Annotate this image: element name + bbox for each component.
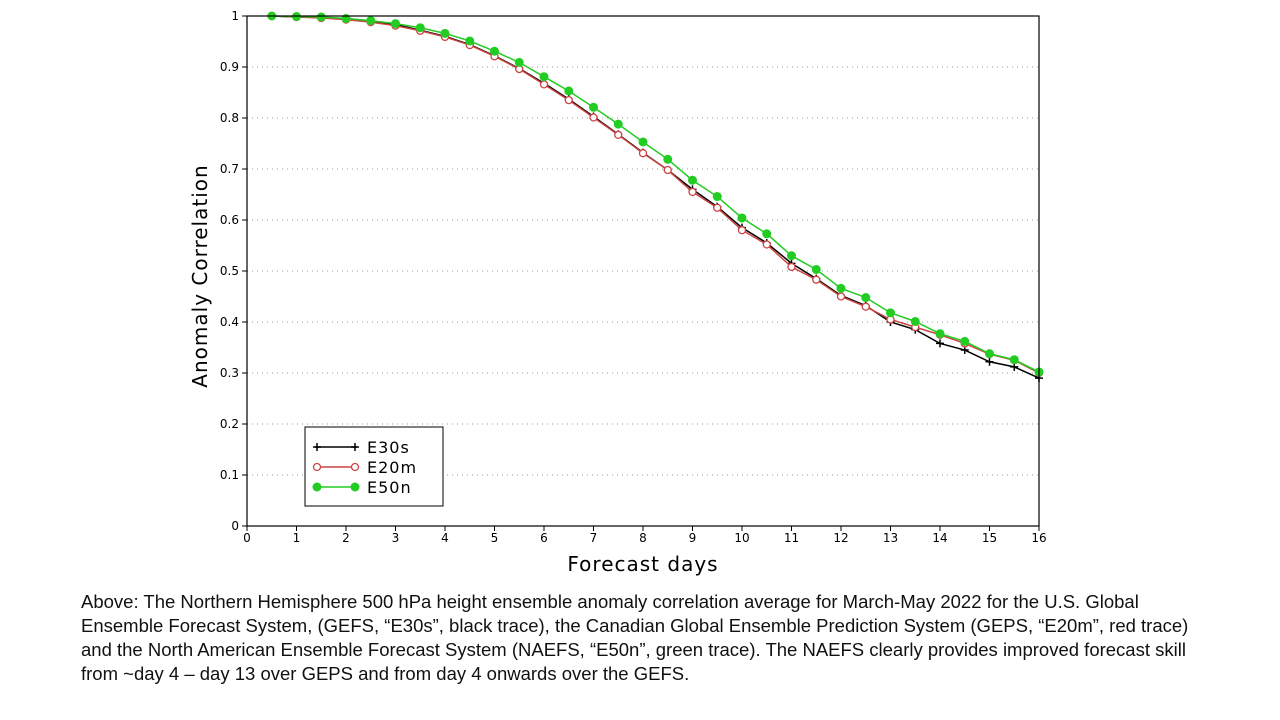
y-tick-label: 0.7 [220, 162, 239, 176]
x-tick-label: 7 [590, 531, 598, 545]
data-point [861, 293, 871, 303]
x-tick-label: 6 [540, 531, 548, 545]
data-point [787, 262, 796, 272]
x-tick-label: 12 [833, 531, 848, 545]
data-point [514, 57, 524, 67]
y-tick-label: 0.2 [220, 417, 239, 431]
data-point [762, 229, 772, 239]
data-point [312, 482, 322, 492]
data-point [886, 308, 895, 318]
series-line [271, 15, 1040, 379]
series-e20m [267, 11, 1044, 378]
data-point [663, 165, 672, 175]
series-line [271, 15, 1040, 374]
data-point [350, 482, 360, 492]
data-point [985, 349, 994, 359]
x-tick-label: 4 [441, 531, 449, 545]
x-tick-label: 0 [243, 531, 251, 545]
y-tick-label: 0.6 [220, 213, 239, 227]
data-point [812, 275, 821, 284]
data-point [638, 137, 648, 147]
data-point [712, 192, 722, 202]
data-point [638, 149, 648, 158]
anomaly-correlation-chart: 00.10.20.30.40.50.60.70.80.910 1 2 3 4 5 6 7 8 9 1… [188, 9, 1047, 576]
x-tick-label: 8 [639, 531, 647, 545]
y-tick-label: 0.4 [220, 315, 239, 329]
x-tick-label: 5 [491, 531, 499, 545]
legend-label: E20m [367, 458, 417, 477]
x-axis-label: Forecast days [567, 552, 718, 576]
data-point [415, 23, 425, 33]
data-point [539, 72, 549, 82]
x-tick-label: 3 [392, 531, 400, 545]
axis-ticks: 00.10.20.30.40.50.60.70.80.910 1 2 3 4 5 6 7 8 9 1… [220, 9, 1047, 545]
series-line [271, 15, 1040, 373]
data-point [316, 12, 326, 22]
x-tick-label: 9 [689, 531, 697, 545]
data-point [614, 130, 623, 139]
data-point [935, 329, 945, 339]
data-point [836, 283, 846, 293]
data-point [737, 226, 747, 235]
data-point [490, 46, 499, 56]
x-tick-label: 2 [342, 531, 350, 545]
legend-item-e30s: E30s [313, 438, 410, 457]
data-point [613, 119, 623, 129]
x-tick-label: 10 [734, 531, 749, 545]
data-point [960, 336, 970, 346]
legend-label: E30s [367, 438, 410, 457]
data-point [910, 316, 920, 326]
legend-item-e20m: E20m [312, 458, 417, 477]
data-point [688, 187, 697, 197]
y-tick-label: 1 [231, 9, 239, 23]
data-point [366, 16, 376, 26]
data-point [564, 96, 573, 105]
data-point [465, 36, 475, 46]
x-tick-label: 1 [293, 531, 301, 545]
data-point [391, 19, 400, 29]
data-point [312, 462, 322, 472]
data-point [564, 86, 574, 96]
data-point [713, 203, 722, 212]
data-point [1009, 355, 1019, 365]
data-point [936, 339, 944, 348]
legend-label: E50n [367, 478, 412, 497]
grid-lines [247, 66, 1039, 476]
x-tick-label: 13 [883, 531, 898, 545]
x-tick-label: 11 [784, 531, 799, 545]
x-tick-label: 14 [932, 531, 947, 545]
y-tick-label: 0.1 [220, 468, 239, 482]
data-point [663, 154, 673, 164]
data-point [762, 240, 771, 249]
series-e50n [267, 11, 1044, 377]
x-tick-label: 16 [1031, 531, 1046, 545]
data-point [440, 28, 450, 38]
x-tick-label: 15 [982, 531, 997, 545]
data-point [787, 251, 796, 261]
data-point [589, 102, 598, 112]
y-tick-label: 0.3 [220, 366, 239, 380]
y-axis-label: Anomaly Correlation [188, 164, 212, 387]
data-point [737, 213, 747, 223]
data-point [350, 462, 360, 472]
legend-item-e50n: E50n [312, 478, 412, 497]
series-lines [267, 11, 1044, 383]
y-tick-label: 0 [231, 519, 239, 533]
y-tick-label: 0.9 [220, 60, 239, 74]
figure-caption: Above: The Northern Hemisphere 500 hPa h… [81, 591, 1189, 684]
plot-frame [246, 15, 1040, 527]
data-point [985, 357, 994, 366]
data-point [836, 292, 846, 301]
data-point [861, 302, 870, 311]
data-point [589, 113, 598, 122]
data-point [811, 264, 821, 274]
y-tick-label: 0.8 [220, 111, 239, 125]
data-point [539, 80, 549, 89]
data-point [688, 175, 697, 185]
data-point [351, 443, 359, 451]
y-tick-label: 0.5 [220, 264, 239, 278]
data-point [313, 443, 321, 451]
